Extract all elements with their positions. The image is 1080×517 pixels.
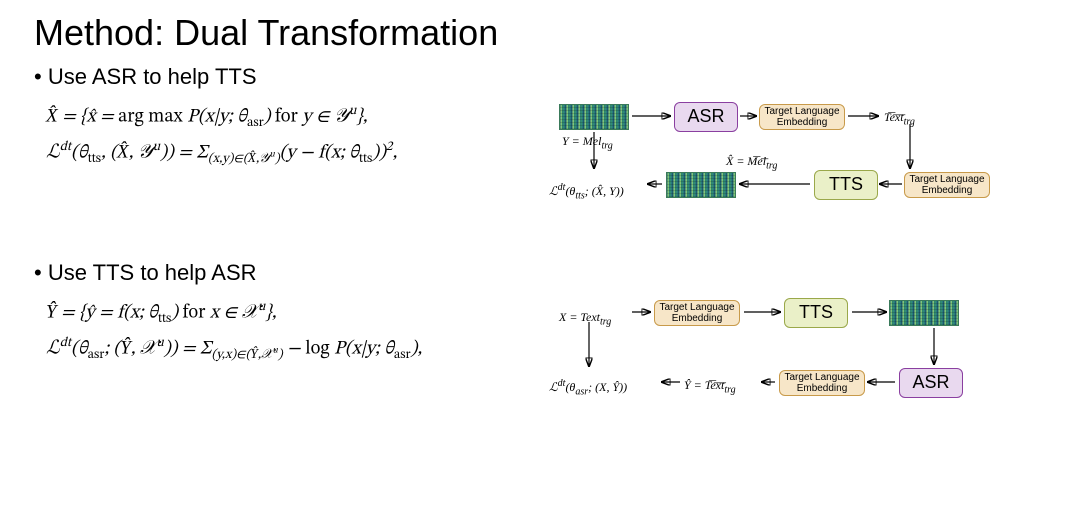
diagram-asr-tts: Y = Meltrg ASR Target LanguageEmbedding T͞e… <box>554 96 1044 226</box>
diagram-label: X̂ = M͞e͞ltrg <box>726 154 777 171</box>
asr-node: ASR <box>899 368 963 398</box>
section-1: X̂ = {x̂ = arg max P(x|y; θasr) for y ∈ … <box>34 96 1046 226</box>
bullet-tts-helps-asr: Use TTS to help ASR <box>34 260 1046 286</box>
spectrogram-icon <box>559 104 629 130</box>
asr-node: ASR <box>674 102 738 132</box>
diagram-label: ℒdt(θasr; (X, Ŷ)) <box>549 378 627 397</box>
diagram-label: Y = Meltrg <box>562 134 613 151</box>
spacer <box>34 226 1046 250</box>
embed-node: Target LanguageEmbedding <box>654 300 740 326</box>
embed-node: Target LanguageEmbedding <box>904 172 990 198</box>
section-2: Ŷ = {ŷ = f(x; θtts) for x ∈ 𝒳u}, ℒdt(θas… <box>34 292 1046 422</box>
tts-node: TTS <box>784 298 848 328</box>
embed-node: Target LanguageEmbedding <box>759 104 845 130</box>
eq-2a: Ŷ = {ŷ = f(x; θtts) for x ∈ 𝒳u}, <box>46 300 534 328</box>
eq-1b: ℒdt(θtts, (X̂, 𝒴u)) = Σ(x,y)∈(X̂,𝒴u)(y −… <box>46 140 534 168</box>
eq-2b: ℒdt(θasr; (Ŷ, 𝒳u)) = Σ(y,x)∈(Ŷ,𝒳u) − log… <box>46 336 534 364</box>
spectrogram-icon <box>666 172 736 198</box>
spectrogram-icon <box>889 300 959 326</box>
slide-title: Method: Dual Transformation <box>34 12 1046 54</box>
bullet-asr-helps-tts: Use ASR to help TTS <box>34 64 1046 90</box>
equations-block-1: X̂ = {x̂ = arg max P(x|y; θasr) for y ∈ … <box>34 96 534 176</box>
diagram-tts-asr: X = TexttrgTarget LanguageEmbeddingTTSℒd… <box>554 292 1044 422</box>
embed-node: Target LanguageEmbedding <box>779 370 865 396</box>
equations-block-2: Ŷ = {ŷ = f(x; θtts) for x ∈ 𝒳u}, ℒdt(θas… <box>34 292 534 372</box>
slide: Method: Dual Transformation Use ASR to h… <box>0 0 1080 517</box>
diagram-label: Ŷ = T͞e͞x͞ttrg <box>684 378 736 395</box>
diagram-label: ℒdt(θtts; (X̂, Y)) <box>549 182 624 201</box>
diagram-label: X = Texttrg <box>559 310 611 327</box>
diagram-label: T͞e͞x͞ttrg <box>884 110 915 127</box>
tts-node: TTS <box>814 170 878 200</box>
eq-1a: X̂ = {x̂ = arg max P(x|y; θasr) for y ∈ … <box>46 104 534 132</box>
